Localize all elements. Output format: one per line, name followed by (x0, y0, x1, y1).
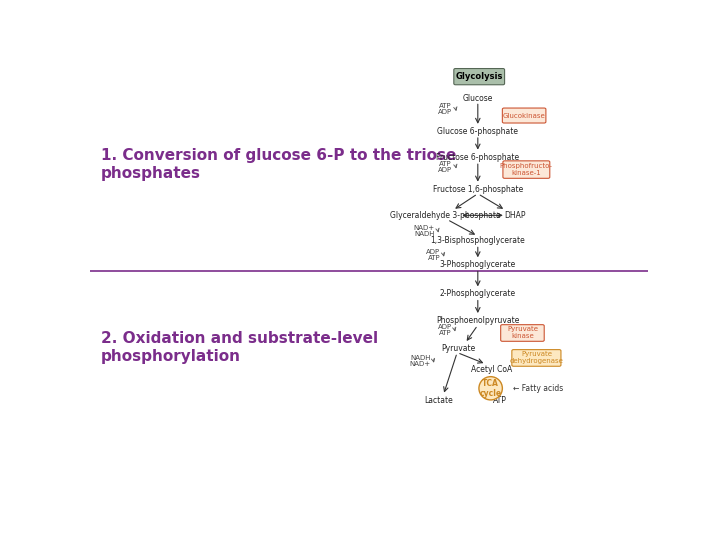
Text: TCA
cycle: TCA cycle (480, 379, 502, 398)
Text: ADP: ADP (438, 109, 451, 115)
Text: Glucokinase: Glucokinase (503, 112, 546, 118)
Text: NAD+: NAD+ (414, 225, 435, 231)
Text: 1,3-Bisphosphoglycerate: 1,3-Bisphosphoglycerate (431, 236, 525, 245)
Text: Pyruvate
dehydrogenase: Pyruvate dehydrogenase (510, 352, 563, 365)
Text: Glucose: Glucose (463, 93, 493, 103)
FancyBboxPatch shape (500, 325, 544, 341)
Text: NADH: NADH (414, 231, 435, 237)
FancyBboxPatch shape (512, 349, 561, 366)
Text: Pyruvate
kinase: Pyruvate kinase (507, 327, 538, 340)
Text: 2-Phosphoglycerate: 2-Phosphoglycerate (440, 289, 516, 298)
Text: Glucose 6-phosphate: Glucose 6-phosphate (437, 127, 518, 136)
Text: ATP: ATP (439, 103, 451, 110)
Text: NADH: NADH (410, 355, 431, 361)
Ellipse shape (479, 377, 503, 400)
Text: Glycolysis: Glycolysis (456, 72, 503, 81)
Text: Phosphoenolpyruvate: Phosphoenolpyruvate (436, 316, 520, 325)
FancyBboxPatch shape (454, 69, 505, 85)
Text: ATP: ATP (493, 396, 507, 405)
Text: 2. Oxidation and substrate-level
phosphorylation: 2. Oxidation and substrate-level phospho… (101, 332, 378, 364)
Text: ATP: ATP (428, 255, 441, 261)
Text: ADP: ADP (438, 166, 451, 173)
Text: ADP: ADP (438, 324, 451, 330)
Text: ADP: ADP (426, 249, 441, 255)
Text: NAD+: NAD+ (409, 361, 431, 367)
Text: Phosphofructo-
kinase-1: Phosphofructo- kinase-1 (500, 163, 553, 176)
Text: Fructose 6-phosphate: Fructose 6-phosphate (436, 153, 519, 161)
Text: ← Fatty acids: ← Fatty acids (513, 384, 563, 393)
Text: Pyruvate: Pyruvate (441, 344, 475, 353)
Text: Glyceraldehyde 3-phosphate: Glyceraldehyde 3-phosphate (390, 211, 500, 220)
Text: Acetyl CoA: Acetyl CoA (471, 364, 513, 374)
FancyBboxPatch shape (503, 108, 546, 123)
Text: 1. Conversion of glucose 6-P to the triose
phosphates: 1. Conversion of glucose 6-P to the trio… (101, 148, 456, 181)
Text: ATP: ATP (439, 161, 451, 167)
Text: DHAP: DHAP (505, 211, 526, 220)
FancyBboxPatch shape (503, 161, 550, 178)
Text: ATP: ATP (439, 329, 451, 335)
Text: Lactate: Lactate (424, 396, 453, 405)
Text: 3-Phosphoglycerate: 3-Phosphoglycerate (440, 260, 516, 269)
Text: Fructose 1,6-phosphate: Fructose 1,6-phosphate (433, 185, 523, 194)
